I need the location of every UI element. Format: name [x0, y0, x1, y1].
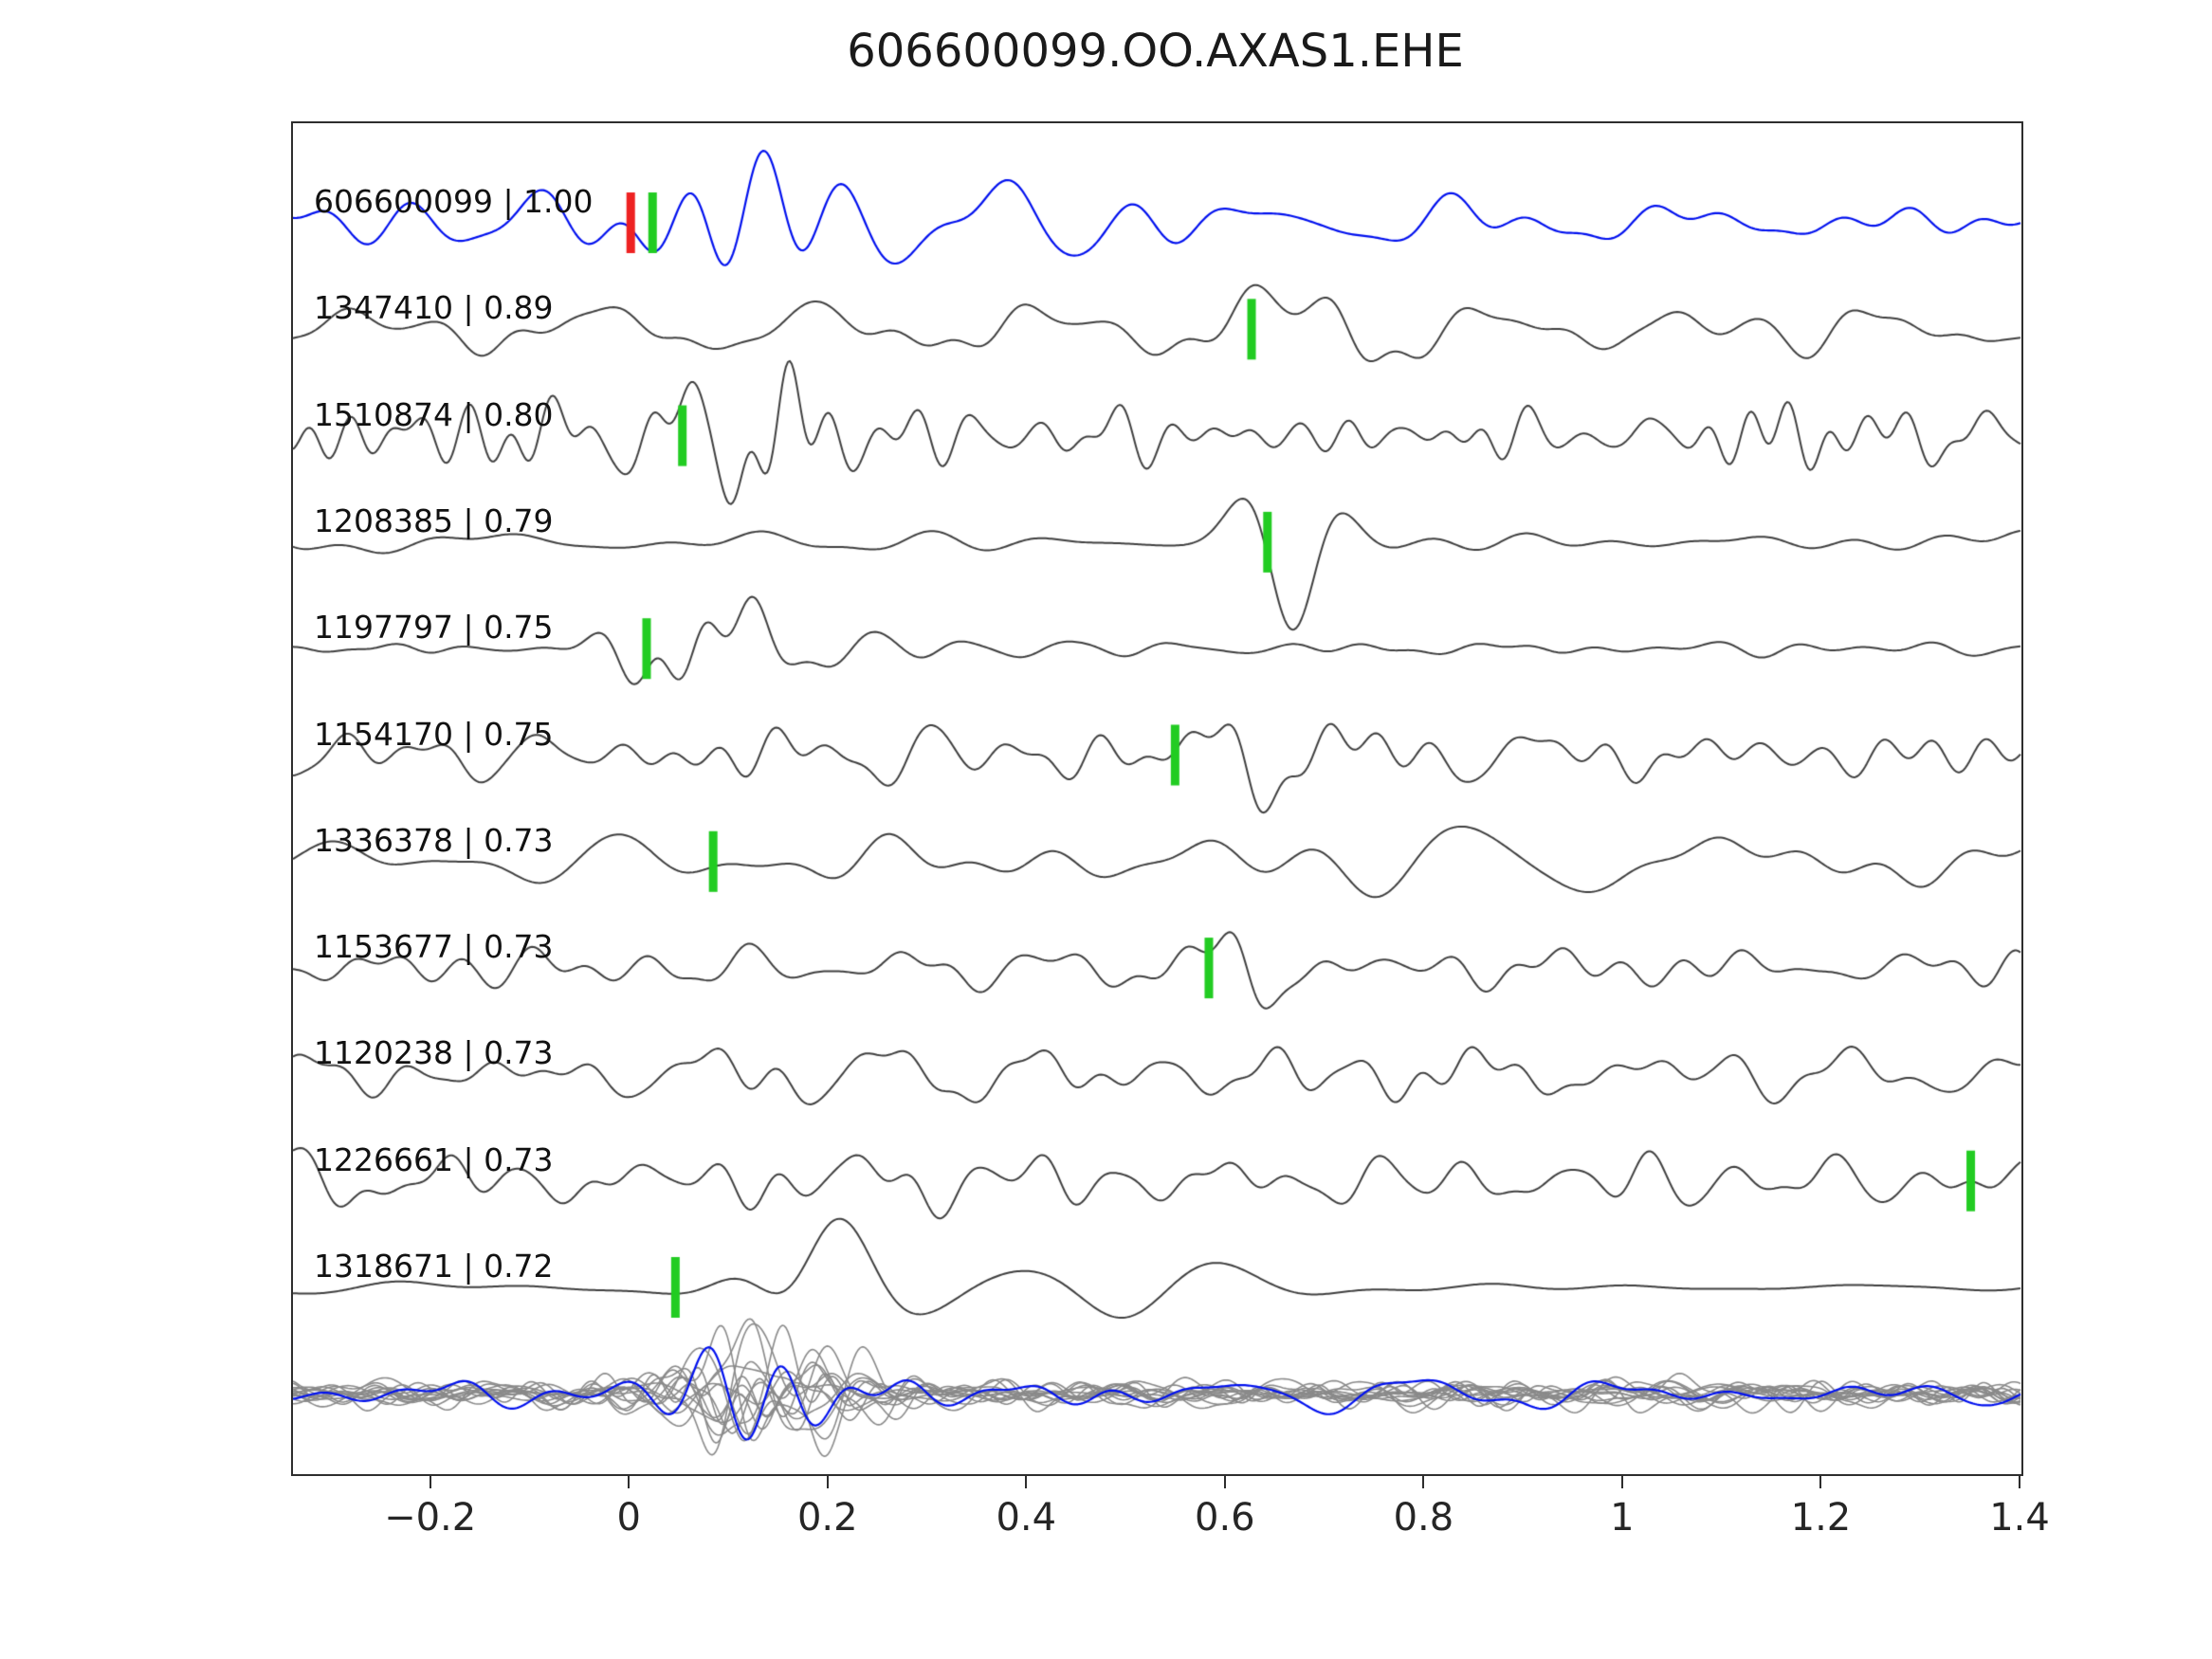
x-tick-label: 0.2: [796, 1496, 858, 1540]
x-tick-label: 1.4: [1989, 1496, 2050, 1540]
x-tick-label: 0.8: [1393, 1496, 1454, 1540]
waveform-canvas: [293, 123, 2021, 1474]
plot-area: 606600099 | 1.00 1347410 | 0.89 1510874 | …: [291, 121, 2023, 1476]
x-tick: [2019, 1476, 2020, 1488]
x-tick: [1223, 1476, 1226, 1488]
x-tick-label: 0.6: [1195, 1496, 1255, 1540]
x-tick: [429, 1476, 431, 1488]
x-tick: [1422, 1476, 1425, 1488]
x-tick: [1025, 1476, 1028, 1488]
x-tick: [628, 1476, 631, 1488]
x-tick: [826, 1476, 829, 1488]
x-tick-label: 0.4: [996, 1496, 1057, 1540]
x-tick-label: −0.2: [384, 1496, 477, 1540]
x-tick-label: 0: [616, 1496, 641, 1540]
x-tick-label: 1: [1610, 1496, 1635, 1540]
x-tick-label: 1.2: [1790, 1496, 1852, 1540]
x-tick: [1620, 1476, 1623, 1488]
chart-title: 606600099.OO.AXAS1.EHE: [847, 25, 1464, 78]
x-tick: [1819, 1476, 1822, 1488]
